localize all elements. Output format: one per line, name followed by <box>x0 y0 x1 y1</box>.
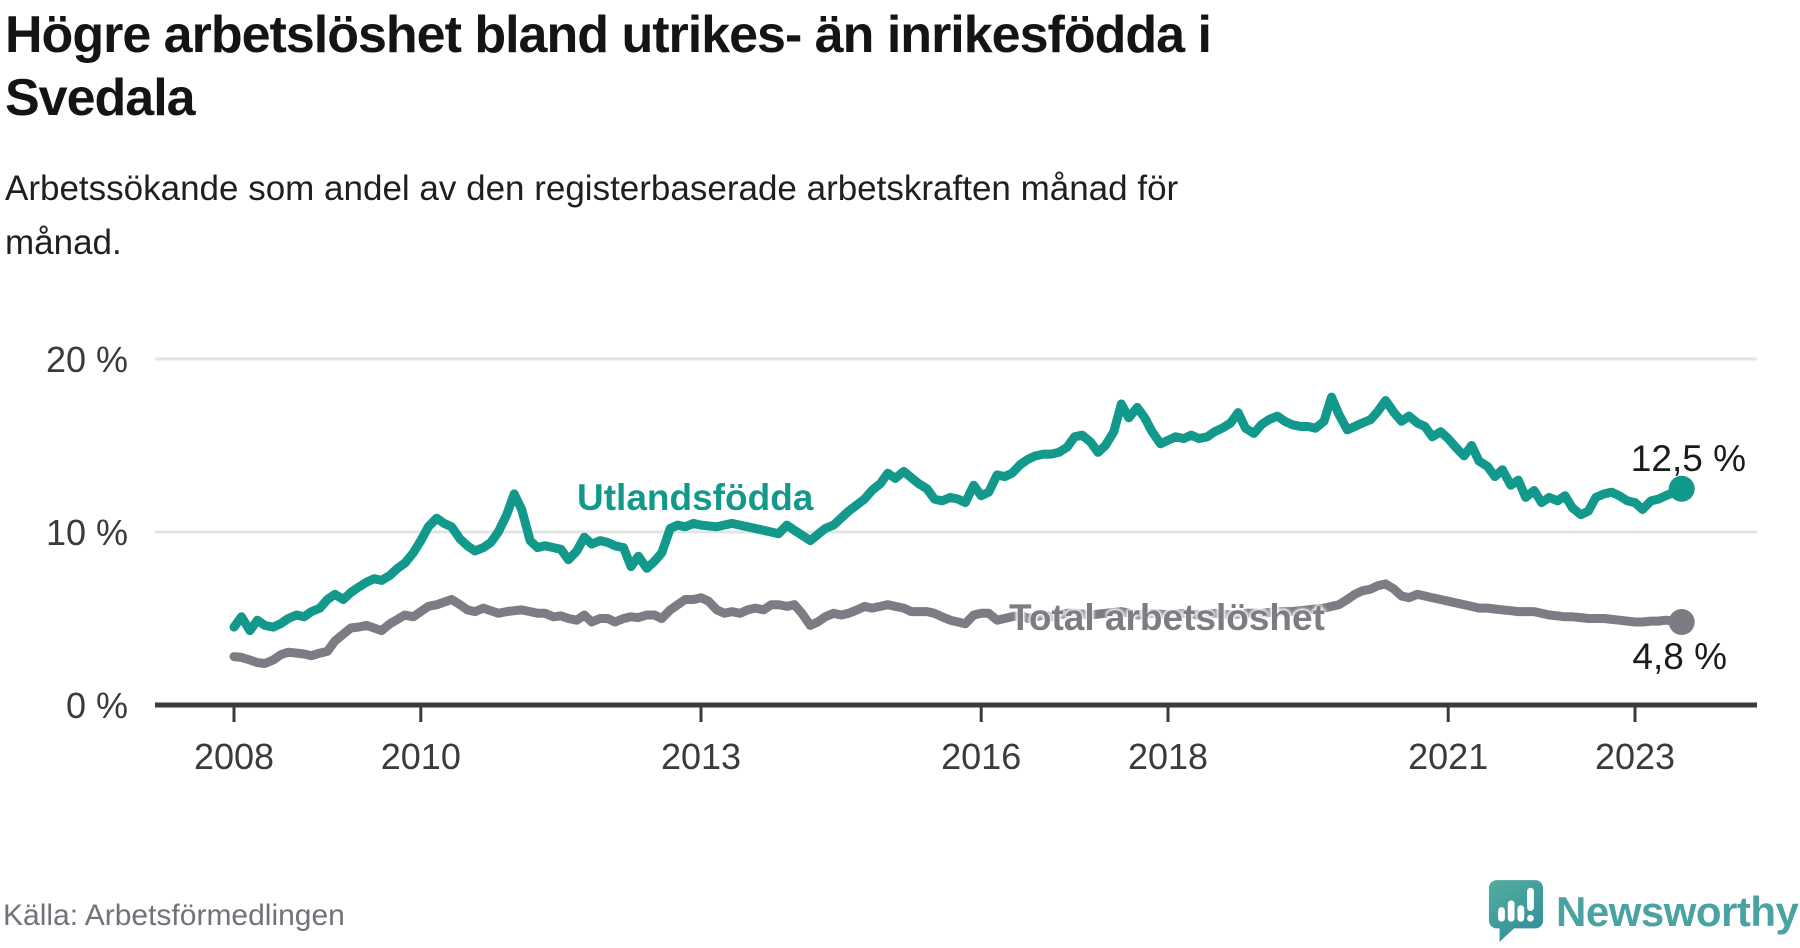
x-tick-label: 2008 <box>194 736 274 777</box>
source-credit: Källa: Arbetsförmedlingen <box>3 899 345 932</box>
series-label-utlandsfodda: Utlandsfödda <box>577 477 814 518</box>
series-label-total-arbetsloshet: Total arbetslöshet <box>1009 597 1325 638</box>
x-axis-labels: 2008 2010 2013 2016 2018 2021 2023 <box>194 736 1675 777</box>
utlandsfodda-line <box>229 392 1687 636</box>
total-arbetsloshet-line <box>229 579 1687 668</box>
x-tick-label: 2010 <box>381 736 461 777</box>
y-tick-label: 10 % <box>46 512 128 553</box>
subtitle-line-1: Arbetssökande som andel av den registerb… <box>5 169 1179 208</box>
x-tick-label: 2021 <box>1408 736 1488 777</box>
x-tick-label: 2016 <box>941 736 1021 777</box>
chart-subtitle: Arbetssökande som andel av den registerb… <box>5 162 1505 271</box>
end-value-utlandsfodda: 12,5 % <box>1630 438 1746 479</box>
x-tick-label: 2023 <box>1595 736 1675 777</box>
y-axis-labels: 0 % 10 % 20 % <box>46 339 128 726</box>
newsworthy-logo-icon <box>1488 880 1544 942</box>
gridlines <box>155 357 1757 534</box>
x-tick-label: 2018 <box>1128 736 1208 777</box>
utlandsfodda-end-dot <box>1668 475 1695 502</box>
bar-chart-glyph <box>1498 887 1534 922</box>
y-tick-label: 0 % <box>66 685 128 726</box>
title-line-2: Svedala <box>5 69 196 128</box>
newsworthy-logo-text: Newsworthy <box>1556 888 1799 935</box>
x-tick-label: 2013 <box>661 736 741 777</box>
title-line-1: Högre arbetslöshet bland utrikes- än inr… <box>5 6 1212 64</box>
page-title: Högre arbetslöshet bland utrikes- än inr… <box>5 4 1605 131</box>
x-axis-ticks <box>232 705 1637 722</box>
subtitle-line-2: månad. <box>5 223 122 263</box>
end-value-total: 4,8 % <box>1632 636 1727 677</box>
newsworthy-logo: Newsworthy <box>1487 878 1799 944</box>
y-tick-label: 20 % <box>46 339 128 380</box>
total-end-dot <box>1668 609 1695 635</box>
